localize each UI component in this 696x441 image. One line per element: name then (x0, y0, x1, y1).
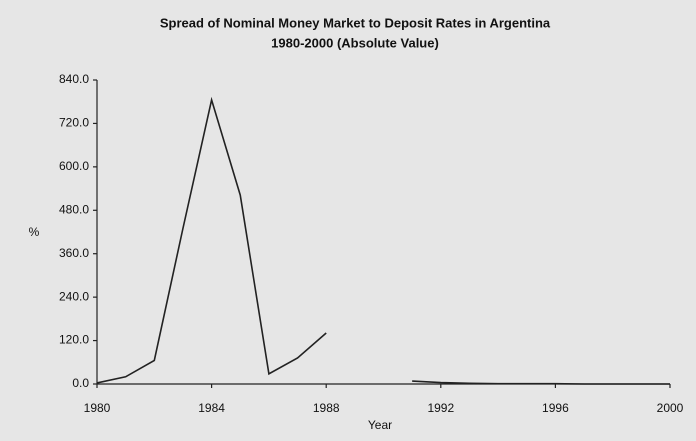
chart-subtitle: 1980-2000 (Absolute Value) (271, 35, 439, 50)
y-tick-label: 0.0 (72, 376, 89, 390)
data-line (96, 96, 670, 385)
y-tick-label: 240.0 (59, 289, 89, 303)
chart-title: Spread of Nominal Money Market to Deposi… (160, 15, 551, 30)
x-tick-label: 1996 (542, 401, 569, 415)
x-tick-label: 2000 (657, 401, 684, 415)
y-tick-label: 840.0 (59, 72, 89, 86)
y-tick-label: 120.0 (59, 333, 89, 347)
y-axis-label: % (29, 225, 40, 239)
y-tick-label: 600.0 (59, 159, 89, 173)
y-tick-label: 360.0 (59, 246, 89, 260)
y-tick-label: 720.0 (59, 116, 89, 130)
x-tick-label: 1980 (84, 401, 111, 415)
x-tick-label: 1984 (198, 401, 225, 415)
x-tick-label: 1992 (427, 401, 454, 415)
y-tick-label: 480.0 (59, 202, 89, 216)
x-tick-label: 1988 (313, 401, 340, 415)
x-axis-label: Year (368, 418, 392, 432)
